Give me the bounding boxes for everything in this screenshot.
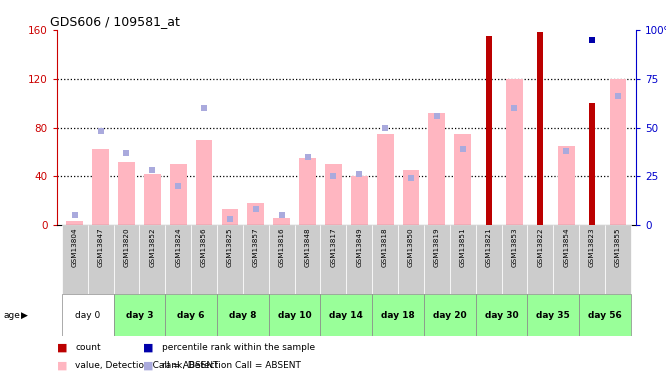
Bar — [196, 140, 212, 225]
Bar — [62, 294, 113, 336]
Text: GSM13848: GSM13848 — [304, 227, 310, 267]
Bar — [191, 225, 217, 294]
Bar — [527, 294, 579, 336]
Bar — [92, 149, 109, 225]
Text: GSM13854: GSM13854 — [563, 227, 569, 267]
Text: day 30: day 30 — [485, 310, 518, 320]
Text: GSM13856: GSM13856 — [201, 227, 207, 267]
Text: ■: ■ — [143, 343, 154, 353]
Text: ■: ■ — [57, 343, 67, 353]
Bar — [486, 36, 492, 225]
Bar — [346, 225, 372, 294]
Bar — [170, 164, 186, 225]
Text: GSM13851: GSM13851 — [460, 227, 466, 267]
Bar — [268, 225, 294, 294]
Bar — [527, 225, 553, 294]
Bar — [144, 174, 161, 225]
Bar — [402, 170, 420, 225]
Text: GSM13820: GSM13820 — [123, 227, 129, 267]
Bar — [67, 221, 83, 225]
Text: GSM13804: GSM13804 — [72, 227, 78, 267]
Text: count: count — [75, 344, 101, 352]
Bar — [476, 225, 501, 294]
Bar — [454, 134, 471, 225]
Text: day 18: day 18 — [381, 310, 415, 320]
Bar — [501, 225, 527, 294]
Bar — [165, 294, 217, 336]
Text: ▶: ▶ — [21, 310, 28, 320]
Bar — [299, 158, 316, 225]
Text: percentile rank within the sample: percentile rank within the sample — [162, 344, 315, 352]
Bar — [222, 209, 238, 225]
Text: GSM13850: GSM13850 — [408, 227, 414, 267]
Text: day 20: day 20 — [433, 310, 467, 320]
Text: day 35: day 35 — [536, 310, 570, 320]
Bar — [537, 33, 543, 225]
Bar — [217, 294, 268, 336]
Bar — [320, 225, 346, 294]
Bar — [217, 225, 243, 294]
Text: GSM13849: GSM13849 — [356, 227, 362, 267]
Bar — [589, 103, 595, 225]
Bar — [398, 225, 424, 294]
Text: day 56: day 56 — [588, 310, 622, 320]
Text: GSM13825: GSM13825 — [227, 227, 233, 267]
Text: GSM13822: GSM13822 — [537, 227, 543, 267]
Text: day 0: day 0 — [75, 310, 101, 320]
Bar — [88, 225, 113, 294]
Text: GSM13823: GSM13823 — [589, 227, 595, 267]
Bar — [243, 225, 268, 294]
Bar — [113, 294, 165, 336]
Text: GDS606 / 109581_at: GDS606 / 109581_at — [50, 15, 180, 28]
Text: GSM13855: GSM13855 — [615, 227, 621, 267]
Bar — [372, 294, 424, 336]
Text: day 6: day 6 — [177, 310, 205, 320]
Text: day 14: day 14 — [330, 310, 363, 320]
Text: day 10: day 10 — [278, 310, 312, 320]
Text: GSM13824: GSM13824 — [175, 227, 181, 267]
Text: GSM13857: GSM13857 — [253, 227, 259, 267]
Bar — [268, 294, 320, 336]
Bar — [428, 113, 446, 225]
Text: GSM13853: GSM13853 — [511, 227, 517, 267]
Text: ■: ■ — [143, 361, 154, 370]
Bar — [351, 176, 368, 225]
Bar — [325, 164, 342, 225]
Bar — [553, 225, 579, 294]
Text: GSM13816: GSM13816 — [278, 227, 284, 267]
Bar — [118, 162, 135, 225]
Bar — [558, 146, 575, 225]
Bar — [605, 225, 631, 294]
Bar — [579, 294, 631, 336]
Bar — [450, 225, 476, 294]
Text: GSM13821: GSM13821 — [486, 227, 492, 267]
Text: GSM13852: GSM13852 — [149, 227, 155, 267]
Bar — [506, 79, 523, 225]
Bar — [165, 225, 191, 294]
Text: ■: ■ — [57, 361, 67, 370]
Text: GSM13847: GSM13847 — [98, 227, 104, 267]
Text: GSM13818: GSM13818 — [382, 227, 388, 267]
Bar — [424, 294, 476, 336]
Bar — [62, 225, 88, 294]
Text: day 8: day 8 — [229, 310, 256, 320]
Bar — [247, 203, 264, 225]
Bar — [377, 134, 394, 225]
Text: rank, Detection Call = ABSENT: rank, Detection Call = ABSENT — [162, 361, 301, 370]
Bar — [294, 225, 320, 294]
Bar — [139, 225, 165, 294]
Bar — [320, 294, 372, 336]
Text: day 3: day 3 — [126, 310, 153, 320]
Bar — [273, 217, 290, 225]
Bar — [579, 225, 605, 294]
Bar — [609, 79, 626, 225]
Bar — [113, 225, 139, 294]
Bar — [372, 225, 398, 294]
Text: age: age — [3, 310, 20, 320]
Text: value, Detection Call = ABSENT: value, Detection Call = ABSENT — [75, 361, 218, 370]
Bar — [424, 225, 450, 294]
Text: GSM13817: GSM13817 — [330, 227, 336, 267]
Bar — [476, 294, 527, 336]
Text: GSM13819: GSM13819 — [434, 227, 440, 267]
